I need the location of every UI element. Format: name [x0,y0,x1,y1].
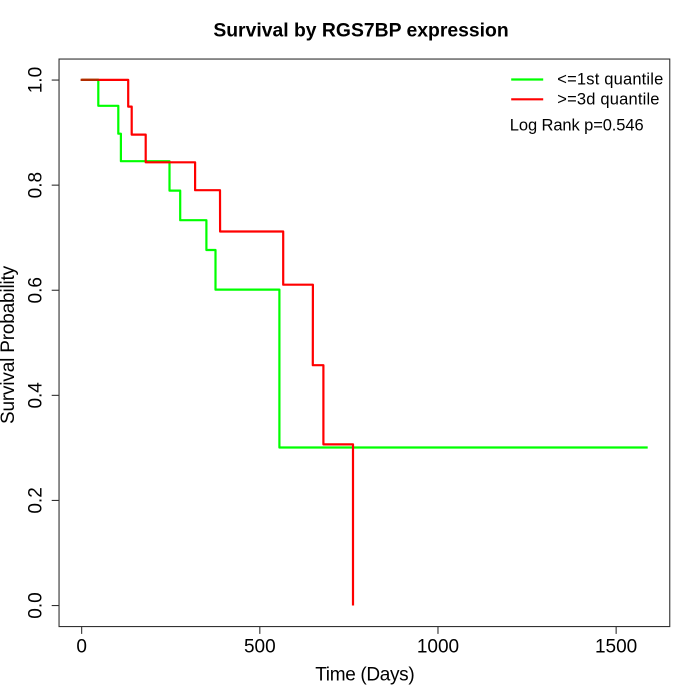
svg-text:1500: 1500 [595,636,637,657]
svg-text:<=1st quantile: <=1st quantile [557,71,663,89]
svg-text:0: 0 [76,636,87,657]
svg-text:0.4: 0.4 [26,382,47,409]
svg-text:0.2: 0.2 [26,487,47,513]
svg-text:Log Rank p=0.546: Log Rank p=0.546 [510,116,644,134]
svg-text:0.8: 0.8 [26,172,47,198]
svg-text:0.0: 0.0 [26,592,47,618]
svg-text:1000: 1000 [417,636,459,657]
svg-text:500: 500 [244,636,276,657]
svg-text:Time (Days): Time (Days) [315,665,414,686]
svg-text:>=3d quantile: >=3d quantile [557,90,659,108]
svg-text:1.0: 1.0 [26,67,47,93]
svg-text:Survival Probability: Survival Probability [0,265,19,424]
svg-text:0.6: 0.6 [26,277,47,303]
svg-text:Survival by RGS7BP expression: Survival by RGS7BP expression [213,19,508,41]
